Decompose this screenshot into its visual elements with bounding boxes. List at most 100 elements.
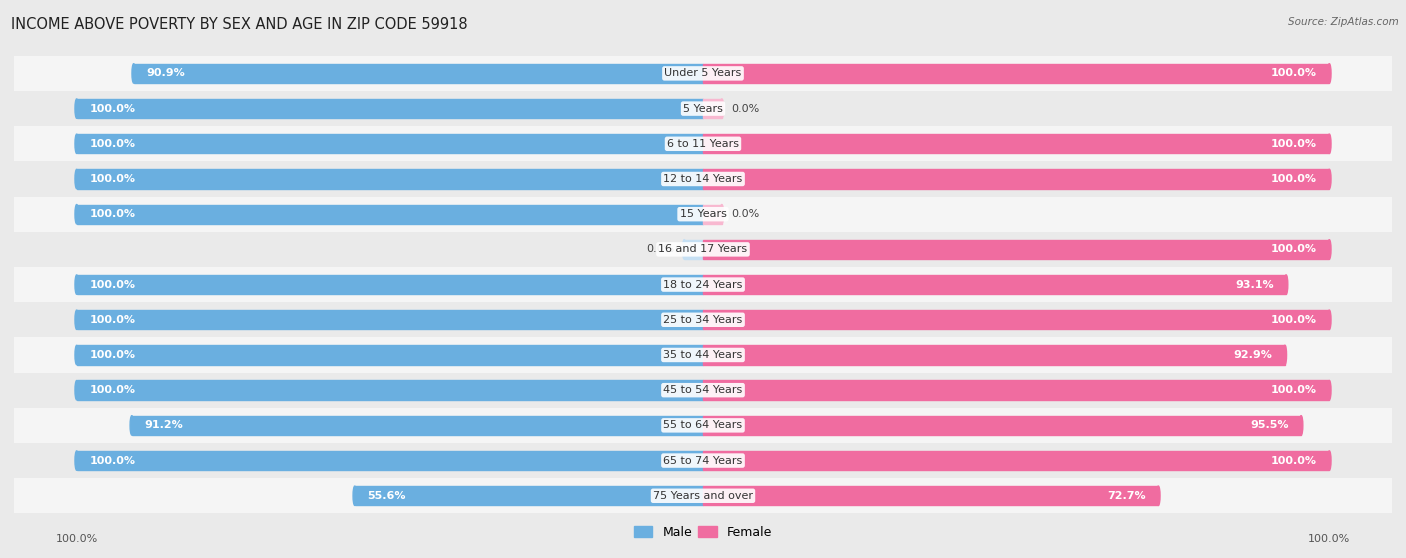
- Text: 100.0%: 100.0%: [1271, 174, 1317, 184]
- Text: 100.0%: 100.0%: [1271, 139, 1317, 149]
- Circle shape: [75, 169, 79, 189]
- Text: 100.0%: 100.0%: [89, 385, 135, 395]
- Bar: [77, 381, 703, 400]
- Circle shape: [75, 381, 79, 400]
- Bar: [703, 240, 1329, 259]
- Text: 100.0%: 100.0%: [89, 280, 135, 290]
- Bar: [134, 64, 703, 83]
- Circle shape: [75, 205, 79, 224]
- Text: 16 and 17 Years: 16 and 17 Years: [658, 244, 748, 254]
- Bar: [14, 126, 1392, 161]
- Bar: [77, 169, 703, 189]
- Bar: [14, 443, 1392, 478]
- Bar: [354, 486, 703, 506]
- Bar: [14, 161, 1392, 196]
- Bar: [703, 99, 721, 118]
- Bar: [77, 451, 703, 470]
- Bar: [14, 338, 1392, 373]
- Bar: [77, 99, 703, 118]
- Bar: [14, 56, 1392, 91]
- Text: 55.6%: 55.6%: [367, 491, 406, 501]
- Text: 25 to 34 Years: 25 to 34 Years: [664, 315, 742, 325]
- Text: 91.2%: 91.2%: [145, 420, 183, 430]
- Circle shape: [75, 134, 79, 153]
- Text: 93.1%: 93.1%: [1234, 280, 1274, 290]
- Bar: [14, 302, 1392, 338]
- Text: 100.0%: 100.0%: [89, 455, 135, 465]
- Circle shape: [1327, 451, 1331, 470]
- Text: 100.0%: 100.0%: [89, 350, 135, 360]
- Circle shape: [131, 416, 134, 435]
- Circle shape: [1327, 310, 1331, 329]
- Circle shape: [132, 64, 135, 83]
- Bar: [703, 345, 1285, 365]
- Bar: [703, 275, 1286, 294]
- Circle shape: [75, 275, 79, 294]
- Bar: [77, 205, 703, 224]
- Text: 0.0%: 0.0%: [731, 104, 759, 114]
- Text: 100.0%: 100.0%: [89, 209, 135, 219]
- Bar: [703, 486, 1159, 506]
- Circle shape: [1284, 275, 1288, 294]
- Circle shape: [1327, 381, 1331, 400]
- Bar: [132, 416, 703, 435]
- Text: 100.0%: 100.0%: [56, 535, 98, 545]
- Text: 0.0%: 0.0%: [731, 209, 759, 219]
- Circle shape: [1327, 134, 1331, 153]
- Circle shape: [1327, 240, 1331, 259]
- Text: 35 to 44 Years: 35 to 44 Years: [664, 350, 742, 360]
- Text: 100.0%: 100.0%: [89, 104, 135, 114]
- Text: 100.0%: 100.0%: [89, 315, 135, 325]
- Text: 72.7%: 72.7%: [1107, 491, 1146, 501]
- Circle shape: [1284, 345, 1286, 365]
- Text: 100.0%: 100.0%: [1271, 69, 1317, 78]
- Text: 65 to 74 Years: 65 to 74 Years: [664, 455, 742, 465]
- Circle shape: [1327, 64, 1331, 83]
- Bar: [14, 267, 1392, 302]
- Text: 100.0%: 100.0%: [1271, 315, 1317, 325]
- Bar: [703, 205, 721, 224]
- Text: 5 Years: 5 Years: [683, 104, 723, 114]
- Text: 100.0%: 100.0%: [1271, 455, 1317, 465]
- Text: 100.0%: 100.0%: [89, 174, 135, 184]
- Text: 92.9%: 92.9%: [1233, 350, 1272, 360]
- Bar: [685, 240, 703, 259]
- Text: 75 Years and over: 75 Years and over: [652, 491, 754, 501]
- Circle shape: [353, 486, 357, 506]
- Circle shape: [1299, 416, 1303, 435]
- Bar: [703, 381, 1329, 400]
- Text: INCOME ABOVE POVERTY BY SEX AND AGE IN ZIP CODE 59918: INCOME ABOVE POVERTY BY SEX AND AGE IN Z…: [11, 17, 468, 32]
- Circle shape: [75, 99, 79, 118]
- Circle shape: [1327, 169, 1331, 189]
- Bar: [703, 169, 1329, 189]
- Circle shape: [720, 99, 724, 118]
- Circle shape: [75, 310, 79, 329]
- Legend: Male, Female: Male, Female: [628, 521, 778, 543]
- Text: 100.0%: 100.0%: [89, 139, 135, 149]
- Bar: [14, 91, 1392, 126]
- Circle shape: [682, 240, 686, 259]
- Bar: [14, 196, 1392, 232]
- Text: 100.0%: 100.0%: [1308, 535, 1350, 545]
- Text: 0.0%: 0.0%: [647, 244, 675, 254]
- Bar: [77, 310, 703, 329]
- Bar: [14, 373, 1392, 408]
- Bar: [77, 275, 703, 294]
- Bar: [703, 310, 1329, 329]
- Bar: [77, 345, 703, 365]
- Text: 100.0%: 100.0%: [1271, 244, 1317, 254]
- Bar: [14, 408, 1392, 443]
- Text: 12 to 14 Years: 12 to 14 Years: [664, 174, 742, 184]
- Text: 55 to 64 Years: 55 to 64 Years: [664, 420, 742, 430]
- Bar: [14, 478, 1392, 513]
- Circle shape: [75, 345, 79, 365]
- Bar: [77, 134, 703, 153]
- Bar: [703, 134, 1329, 153]
- Text: 95.5%: 95.5%: [1250, 420, 1289, 430]
- Bar: [703, 451, 1329, 470]
- Bar: [703, 416, 1301, 435]
- Circle shape: [75, 451, 79, 470]
- Circle shape: [1157, 486, 1160, 506]
- Circle shape: [720, 205, 724, 224]
- Text: 6 to 11 Years: 6 to 11 Years: [666, 139, 740, 149]
